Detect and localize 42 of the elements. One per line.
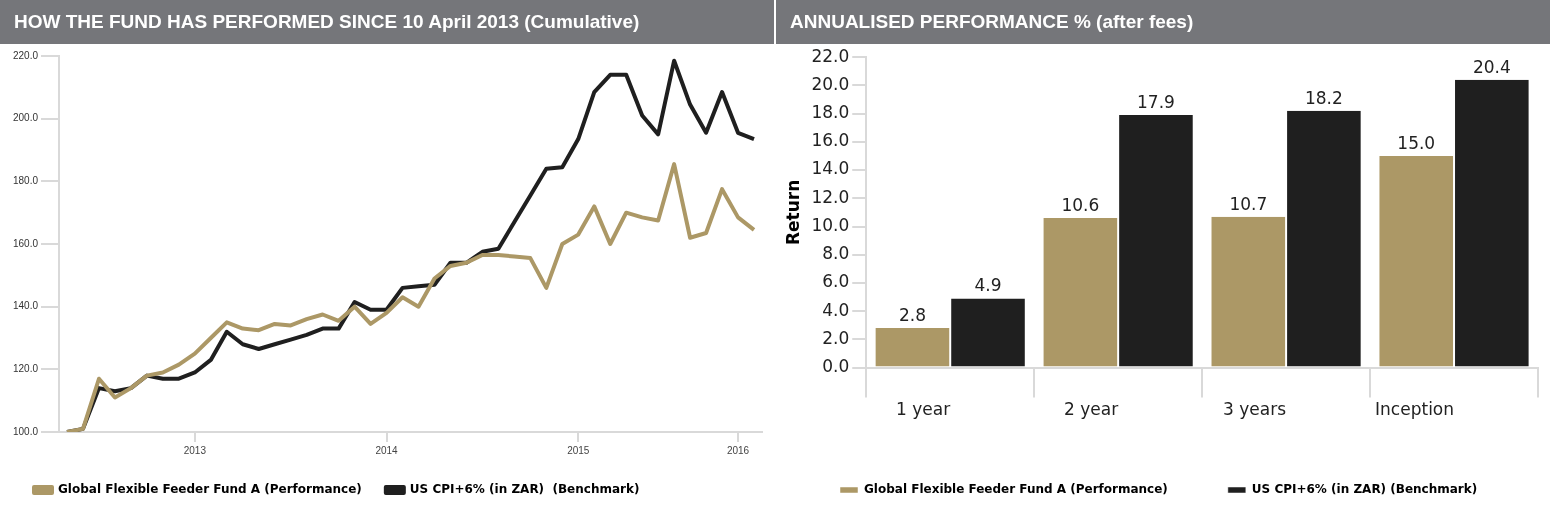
y-tick-label: 2.0 xyxy=(822,327,850,348)
y-tick-label: 8.0 xyxy=(822,243,850,264)
y-tick-label: 18.0 xyxy=(811,102,850,123)
legend-label: US CPI+6% (in ZAR) (Benchmark) xyxy=(409,482,640,497)
x-tick-label: 2 year xyxy=(1064,399,1119,420)
y-tick-label: 16.0 xyxy=(811,130,850,151)
y-tick-label: 22.0 xyxy=(811,45,850,66)
y-tick-label: 4.0 xyxy=(822,299,850,320)
y-tick-label: 180.0 xyxy=(12,175,39,187)
y-tick-label: 0.0 xyxy=(822,356,850,377)
y-tick-label: 200.0 xyxy=(12,112,39,124)
y-tick-label: 100.0 xyxy=(12,425,39,437)
x-tick-label: 2016 xyxy=(726,444,750,456)
y-tick-label: 20.0 xyxy=(811,73,850,94)
x-tick-label: Inception xyxy=(1375,399,1455,420)
chart-title: HOW THE FUND HAS PERFORMED SINCE 10 April 2013 (Cumulative) xyxy=(0,0,774,44)
data-label: 18.2 xyxy=(1304,87,1343,108)
data-label: 20.4 xyxy=(1472,56,1511,77)
y-tick-label: 6.0 xyxy=(822,271,850,292)
y-axis-title: Return xyxy=(782,179,803,246)
data-label: 10.6 xyxy=(1061,194,1100,215)
y-tick-label: 14.0 xyxy=(811,158,850,179)
y-tick-label: 10.0 xyxy=(811,214,850,235)
x-tick-label: 2015 xyxy=(567,444,590,456)
y-tick-label: 140.0 xyxy=(12,300,39,312)
legend-label: Global Flexible Feeder Fund A (Performance) xyxy=(864,482,1168,497)
y-tick-label: 12.0 xyxy=(811,186,850,207)
data-label: 4.9 xyxy=(974,275,1002,296)
chart-title: ANNUALISED PERFORMANCE % (after fees) xyxy=(776,0,1550,44)
data-label: 10.7 xyxy=(1229,193,1268,214)
y-tick-label: 120.0 xyxy=(12,363,39,375)
y-tick-label: 220.0 xyxy=(12,49,39,61)
data-label: 17.9 xyxy=(1137,91,1175,112)
data-label: 15.0 xyxy=(1397,132,1436,153)
x-tick-label: 1 year xyxy=(896,399,951,420)
y-tick-label: 160.0 xyxy=(12,237,39,249)
data-label: 2.8 xyxy=(898,305,926,326)
x-tick-label: 2013 xyxy=(183,444,207,456)
x-tick-label: 3 years xyxy=(1223,399,1287,420)
legend-label: US CPI+6% (in ZAR) (Benchmark) xyxy=(1251,482,1478,497)
legend-label: Global Flexible Feeder Fund A (Performance) xyxy=(58,482,362,497)
x-tick-label: 2014 xyxy=(375,444,399,456)
